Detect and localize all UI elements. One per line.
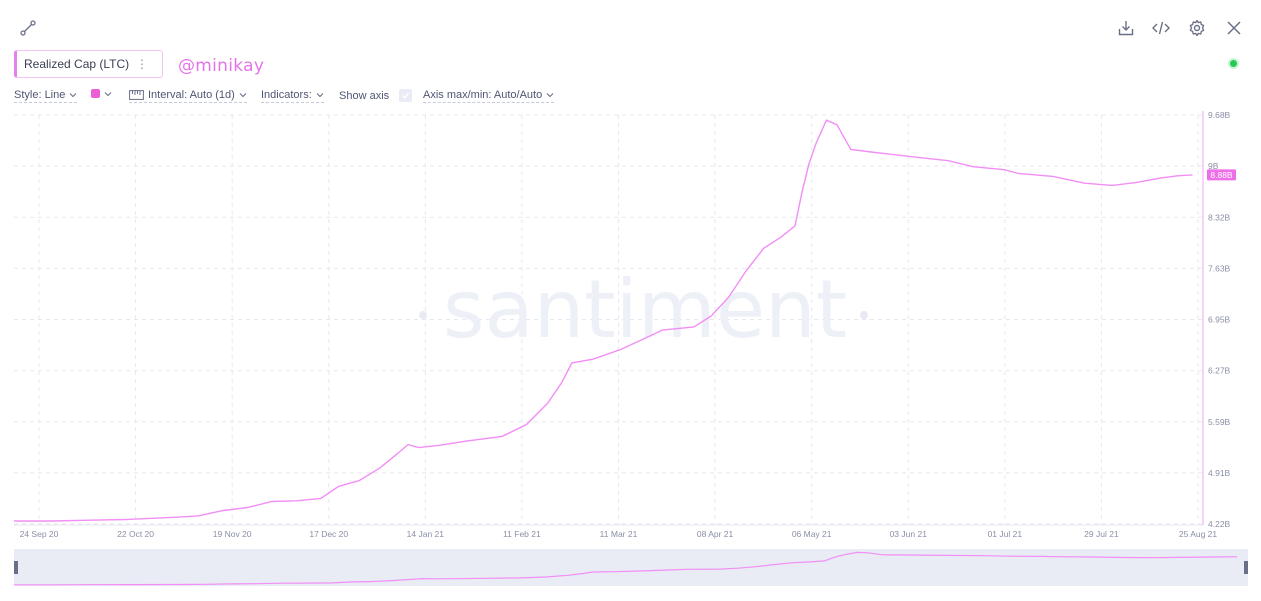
navigator-series-line [14,551,1238,586]
gear-icon[interactable] [1187,18,1207,38]
code-embed-icon[interactable] [1151,18,1171,38]
metric-chip[interactable]: Realized Cap (LTC) ⋮ [14,50,163,78]
metric-menu-icon[interactable]: ⋮ [136,57,148,71]
chevron-down-icon [69,93,77,98]
y-tick-label: 4.22B [1208,519,1231,529]
x-tick-label: 17 Dec 20 [309,529,348,539]
y-tick-label: 5.59B [1208,417,1231,427]
x-tick-label: 25 Aug 21 [1179,529,1218,539]
axis-maxmin-label: Axis max/min: Auto/Auto [423,89,543,101]
interval-label: Interval: Auto (1d) [148,89,235,101]
chart-grid [14,114,1203,525]
y-tick-label: 6.95B [1208,315,1231,325]
y-tick-label: 6.27B [1208,366,1231,376]
show-axis-toggle[interactable]: Show axis [339,89,413,103]
style-label: Style: Line [14,89,66,101]
live-status-dot [1228,58,1239,69]
watermark-dot-left [419,311,427,319]
navigator-track [14,549,1248,586]
indicators-label: Indicators: [261,89,312,101]
x-tick-label: 11 Mar 21 [600,529,638,539]
check-icon [402,92,410,99]
style-dropdown[interactable]: Style: Line [14,89,78,103]
chevron-down-icon [104,91,112,96]
navigator-left-handle[interactable] [14,561,18,574]
chevron-down-icon [316,93,324,98]
current-value-badge: 8.88B [1207,169,1236,181]
x-tick-label: 29 Jul 21 [1084,529,1119,539]
interval-dropdown[interactable]: Interval: Auto (1d) [129,89,247,103]
y-tick-label: 8.32B [1208,212,1231,222]
color-swatch [91,89,100,98]
close-icon[interactable] [1224,18,1244,38]
show-axis-checkbox[interactable] [399,89,413,102]
current-value-label: 8.88B [1210,170,1233,180]
author-watermark: @minikay [178,56,265,76]
x-tick-label: 11 Feb 21 [503,529,541,539]
x-tick-label: 14 Jan 21 [407,529,445,539]
series-line [14,119,1193,522]
share-link-icon[interactable] [18,18,38,38]
axis-maxmin-dropdown[interactable]: Axis max/min: Auto/Auto [423,89,555,103]
chevron-down-icon [239,93,247,98]
range-navigator[interactable] [14,549,1248,586]
watermark-dot-right [860,311,868,319]
santiment-watermark: santiment [443,263,847,356]
show-axis-label: Show axis [339,89,390,102]
y-axis: 9.68B 9B 8.32B 7.63B 6.95B 6.27B 5.59B 4.91B 4.2… [1208,110,1231,529]
x-tick-label: 22 Oct 20 [117,529,154,539]
x-tick-label: 03 Jun 21 [890,529,928,539]
x-axis: 24 Sep 20 22 Oct 20 19 Nov 20 17 Dec 20 14 J… [14,524,1218,539]
indicators-dropdown[interactable]: Indicators: [261,89,324,103]
x-tick-label: 24 Sep 20 [20,529,59,539]
x-tick-label: 08 Apr 21 [697,529,734,539]
metric-label: Realized Cap (LTC) [24,57,130,71]
color-picker[interactable] [91,89,112,99]
download-icon[interactable] [1116,18,1136,38]
x-tick-label: 06 May 21 [792,529,832,539]
y-tick-label: 9.68B [1208,110,1231,120]
realized-cap-chart[interactable]: santiment 24 Sep 20 22 Oct 20 19 Nov 20 17 … [0,105,1261,545]
ruler-icon [129,90,144,100]
navigator-right-handle[interactable] [1244,561,1248,574]
y-tick-label: 7.63B [1208,263,1231,273]
x-tick-label: 01 Jul 21 [988,529,1023,539]
x-tick-label: 19 Nov 20 [213,529,252,539]
y-tick-label: 4.91B [1208,468,1231,478]
chevron-down-icon [546,93,554,98]
y-tick-label: 9B [1208,161,1219,171]
